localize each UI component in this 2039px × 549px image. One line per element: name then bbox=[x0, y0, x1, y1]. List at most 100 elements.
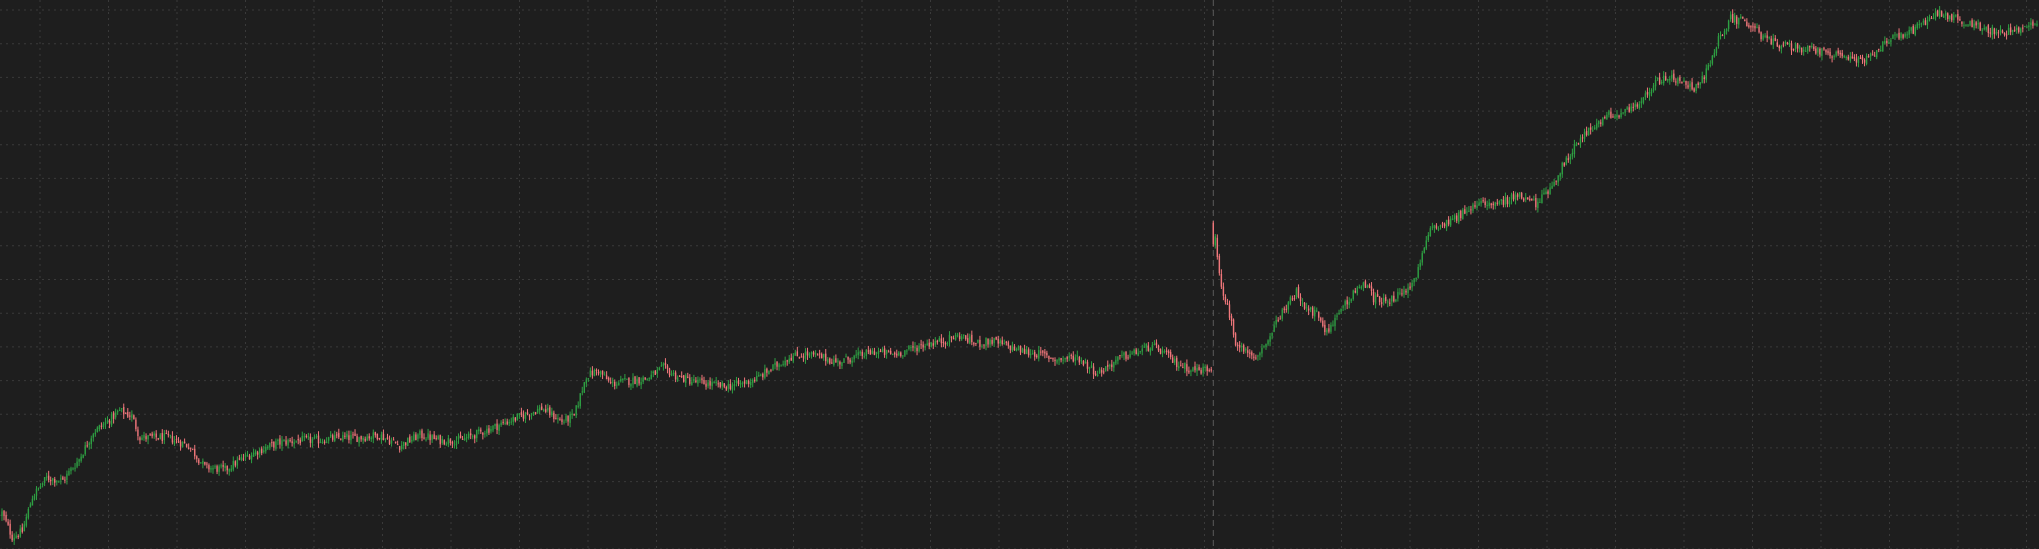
candle bbox=[1070, 353, 1072, 360]
candle-body bbox=[252, 452, 255, 457]
candle-body bbox=[104, 422, 107, 425]
candle bbox=[731, 382, 734, 394]
candle-body bbox=[1340, 308, 1342, 312]
candle-body bbox=[1417, 267, 1419, 278]
candle bbox=[652, 370, 654, 378]
candle bbox=[307, 432, 310, 441]
candle-body bbox=[1322, 320, 1324, 327]
candle-body bbox=[1117, 356, 1119, 361]
candle bbox=[1147, 342, 1150, 352]
candle bbox=[1068, 352, 1070, 362]
candle-body bbox=[1896, 34, 1898, 36]
candle-body bbox=[1380, 302, 1383, 304]
candle bbox=[1447, 216, 1450, 227]
candle-body bbox=[561, 419, 563, 422]
candle bbox=[2030, 18, 2032, 30]
candle-body bbox=[770, 369, 772, 371]
candle-body bbox=[1802, 49, 1805, 52]
candle bbox=[1922, 18, 1925, 26]
candle-body bbox=[1575, 143, 1578, 146]
candle-body bbox=[198, 459, 200, 464]
candle bbox=[1466, 207, 1468, 216]
candle-body bbox=[327, 437, 330, 441]
candle-body bbox=[287, 439, 289, 446]
candle bbox=[859, 350, 861, 356]
candle-body bbox=[717, 383, 719, 385]
candle-body bbox=[200, 462, 202, 464]
candle-body bbox=[1829, 51, 1831, 56]
candle bbox=[84, 441, 86, 456]
candle bbox=[58, 480, 60, 483]
candle bbox=[1886, 37, 1888, 47]
candle bbox=[1169, 349, 1172, 360]
candle bbox=[1427, 232, 1430, 243]
candle-body bbox=[1981, 29, 1983, 31]
candle bbox=[1514, 191, 1517, 205]
candle-body bbox=[433, 434, 435, 440]
candle-body bbox=[1865, 56, 1868, 65]
candle bbox=[559, 417, 561, 421]
candle bbox=[1171, 354, 1174, 364]
candle-body bbox=[214, 466, 216, 468]
candle bbox=[1817, 47, 1819, 57]
candle bbox=[1555, 180, 1557, 186]
candle bbox=[165, 429, 168, 435]
candle bbox=[1638, 101, 1641, 110]
candle bbox=[1654, 75, 1657, 91]
candle-body bbox=[922, 344, 924, 348]
candle bbox=[1038, 345, 1040, 362]
candle-body bbox=[674, 372, 677, 380]
candle bbox=[543, 408, 545, 412]
candle-body bbox=[1311, 307, 1314, 316]
candle bbox=[640, 377, 642, 390]
candle-body bbox=[7, 521, 9, 525]
candle-body bbox=[1387, 301, 1389, 303]
candle bbox=[1723, 28, 1726, 39]
candle bbox=[999, 338, 1001, 347]
candle bbox=[405, 442, 407, 450]
candle-body bbox=[1403, 289, 1405, 295]
candle-body bbox=[1703, 77, 1705, 80]
candle-body bbox=[1222, 286, 1225, 296]
candle-body bbox=[47, 475, 50, 481]
candle bbox=[1681, 81, 1683, 84]
candle bbox=[1224, 294, 1227, 305]
candle-body bbox=[1559, 173, 1561, 177]
candle-body bbox=[155, 433, 157, 438]
candle-body bbox=[336, 434, 338, 436]
candle-body bbox=[1991, 27, 1994, 36]
candle bbox=[1088, 366, 1091, 374]
candle-body bbox=[1709, 64, 1712, 66]
candle-body bbox=[1342, 306, 1344, 308]
candle bbox=[1916, 21, 1918, 30]
candle-body bbox=[1074, 357, 1076, 361]
candle-body bbox=[325, 441, 328, 443]
candle bbox=[713, 380, 715, 384]
candle-body bbox=[1750, 25, 1752, 28]
candle bbox=[721, 380, 723, 390]
candle-body bbox=[1295, 288, 1298, 298]
candle-body bbox=[737, 380, 740, 384]
candle-body bbox=[1993, 28, 1996, 35]
candle-body bbox=[1602, 118, 1604, 126]
candle-body bbox=[1654, 79, 1657, 87]
candle-body bbox=[1792, 49, 1795, 51]
candle-body bbox=[1129, 354, 1131, 358]
candle bbox=[1683, 77, 1685, 83]
candle bbox=[338, 428, 340, 440]
candle bbox=[877, 347, 880, 359]
candle bbox=[427, 428, 429, 440]
candle bbox=[102, 421, 105, 429]
candle-body bbox=[173, 440, 176, 444]
candle-body bbox=[540, 406, 543, 410]
candle bbox=[1149, 347, 1152, 356]
candle bbox=[664, 358, 667, 369]
candle-body bbox=[2030, 22, 2032, 26]
candle-body bbox=[1344, 301, 1346, 306]
candle-body bbox=[1324, 324, 1326, 333]
candle bbox=[1305, 302, 1308, 312]
candle bbox=[1983, 24, 1985, 31]
candle bbox=[1531, 198, 1533, 201]
